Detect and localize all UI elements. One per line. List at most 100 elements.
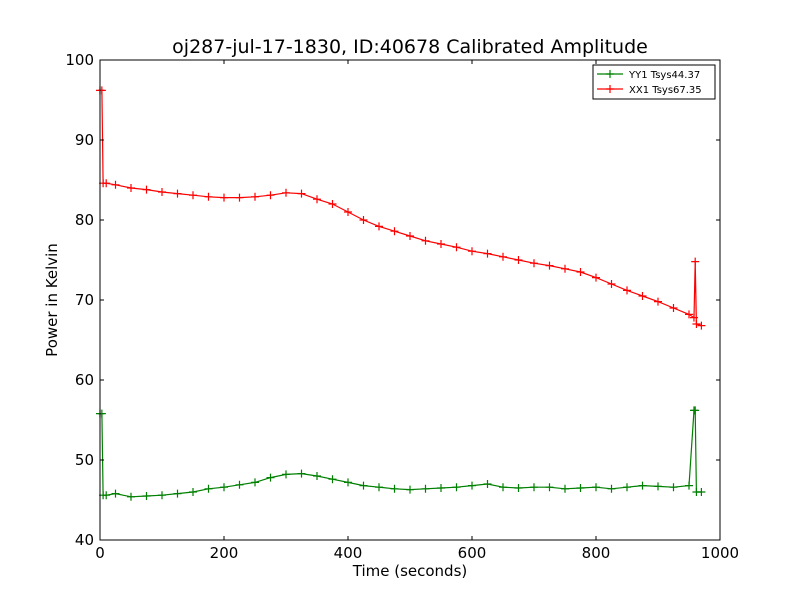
data-point [561,264,569,273]
data-point [235,193,244,202]
data-point [499,252,507,261]
y-tick-label: 80 [75,211,94,229]
data-point [344,208,352,216]
data-point [607,280,616,288]
data-point [623,483,631,492]
data-point [697,488,706,496]
data-point [97,409,106,418]
data-point [251,478,259,487]
data-point [545,483,554,492]
data-point [638,292,647,300]
data-point [328,200,337,208]
data-point [452,483,461,492]
data-point [685,481,693,490]
data-point [189,488,197,496]
data-point [530,483,538,492]
data-point [313,472,321,480]
data-point [468,247,476,256]
data-point [173,489,182,498]
data-point [142,185,151,194]
data-point [266,473,275,482]
x-tick-label: 400 [334,544,363,562]
data-point [483,480,492,488]
data-point [669,304,678,312]
data-point [654,482,662,491]
data-point [344,478,352,487]
data-point [607,484,616,493]
chart-title: oj287-jul-17-1830, ID:40678 Calibrated A… [172,36,648,58]
data-point [692,320,701,328]
plot-area [96,86,706,501]
data-point [390,484,399,493]
legend-box [592,64,716,100]
data-point [421,484,430,493]
data-point [592,483,600,492]
data-point [297,469,306,478]
data-point [173,189,182,198]
x-tick-label: 800 [582,544,611,562]
data-point [158,188,166,196]
legend: YY1 Tsys44.37 XX1 Tsys67.35 [592,64,716,100]
y-axis-label: Power in Kelvin [43,243,61,357]
x-tick-label: 600 [458,544,487,562]
y-tick-label: 100 [65,51,94,69]
data-point [282,188,290,197]
data-point [127,492,135,501]
data-point [576,484,585,492]
data-point [654,297,662,306]
data-point [437,240,445,248]
series-line-1 [100,409,702,498]
x-tick-label: 0 [95,544,105,562]
data-point [142,492,151,500]
data-point [111,489,120,498]
data-point [102,179,111,188]
legend-label-2: XX1 Tsys67.35 [629,85,702,96]
data-point [638,481,647,490]
legend-marker-1 [606,70,614,78]
data-point [204,192,213,201]
data-point [514,256,523,264]
axis-ticks: 0 200 400 600 800 1000 40 50 60 70 80 90 100 [65,51,739,562]
legend-marker-2 [606,85,614,93]
y-tick-label: 90 [75,131,94,149]
data-point [111,180,120,189]
y-tick-label: 40 [75,531,94,549]
data-point [204,484,213,493]
x-axis-label: Time (seconds) [352,562,468,580]
data-point [561,484,569,493]
data-point [220,483,228,492]
data-point [189,191,197,200]
data-point [468,481,476,490]
y-tick-label: 60 [75,371,94,389]
data-point [669,483,678,492]
data-point [623,286,631,295]
data-point [102,491,111,500]
y-tick-label: 50 [75,451,94,469]
data-point [499,483,507,492]
series-line-2 [100,89,702,327]
data-point [530,259,538,268]
data-point [158,491,166,500]
data-point [375,483,383,492]
data-point [390,227,399,236]
y-tick-label: 70 [75,291,94,309]
legend-label-1: YY1 Tsys44.37 [628,70,700,81]
data-point [251,192,259,201]
data-point [220,193,228,202]
data-point [297,189,306,198]
data-point [282,470,290,479]
data-point [328,475,337,484]
data-point [235,480,244,489]
data-point [691,257,700,266]
data-point [359,216,368,224]
data-point [697,321,706,330]
data-point [359,481,368,490]
data-point [266,191,275,200]
data-point [691,406,700,415]
data-point [313,195,321,204]
data-point [685,310,693,319]
data-point [545,261,554,270]
data-point [437,484,445,492]
data-point [483,249,492,258]
